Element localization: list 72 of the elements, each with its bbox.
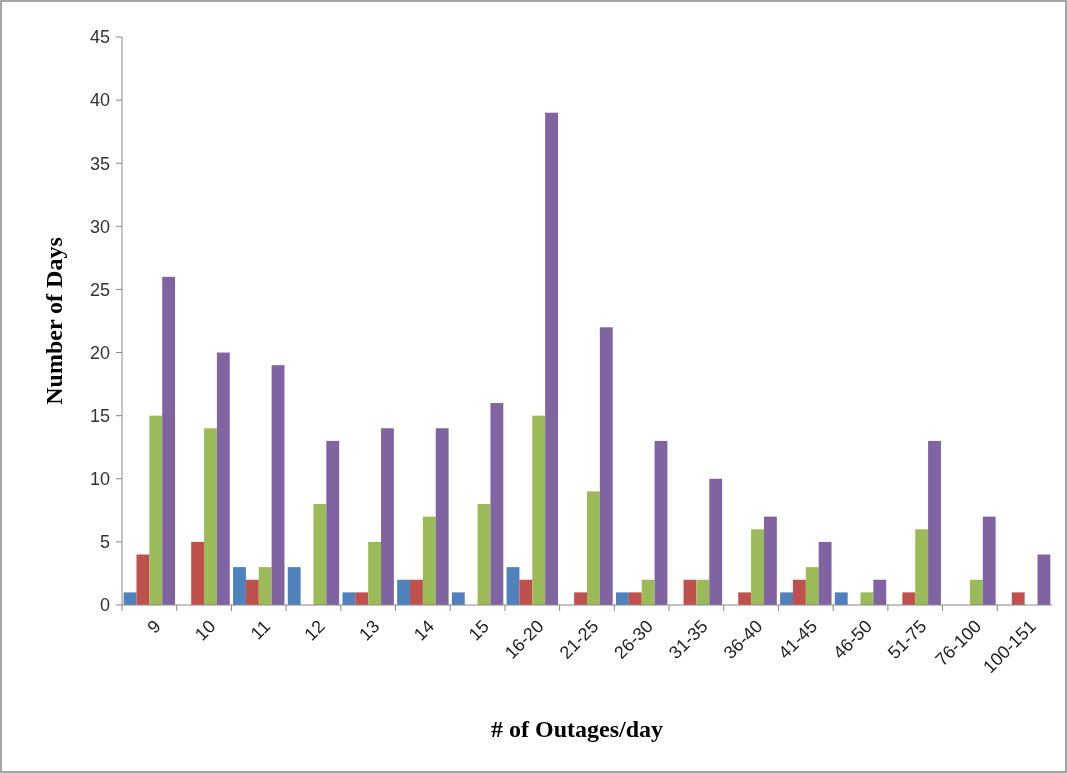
y-tick-label: 20 [89,342,110,363]
bar [397,579,411,605]
bar [258,567,272,605]
bar [818,541,832,605]
bar [982,516,996,605]
bar [149,415,163,605]
bar [969,579,983,605]
bar [928,440,941,605]
y-tick-label: 35 [89,153,110,174]
bar [435,428,449,605]
bar [162,276,176,605]
bar [506,567,520,605]
bar [381,428,394,605]
bar [738,592,752,605]
y-tick-label: 45 [89,27,110,48]
bar [410,579,423,605]
bar [342,592,356,605]
bar [245,579,259,605]
bar [751,529,764,605]
bar [451,592,465,605]
bar [136,554,150,605]
y-axis-title: Number of Days [41,237,67,405]
y-tick-label: 10 [89,469,110,490]
bar [233,567,246,605]
bar [780,592,793,605]
x-tick-label: 10 [191,616,220,645]
bar [873,579,887,605]
bar [271,365,285,605]
x-tick-label: 9 [143,616,165,638]
x-tick-label: 12 [300,616,329,645]
bar [477,504,491,605]
x-tick-label: 11 [246,616,275,644]
bar [709,478,723,605]
y-tick-label: 15 [89,405,110,426]
bar [545,112,559,605]
bar [490,403,504,605]
bar [422,516,436,605]
bar [574,592,587,605]
x-axis-title: # of Outages/day [490,716,664,742]
bar [1011,592,1025,605]
x-tick-label: 14 [409,616,439,645]
bar [368,541,382,605]
y-tick-label: 25 [89,279,110,300]
bar [532,415,546,605]
x-tick-label: 13 [355,616,384,645]
bar [641,579,655,605]
bar [519,579,533,605]
y-tick-label: 0 [99,595,110,616]
bar [355,592,369,605]
bar [792,579,806,605]
bar [216,352,230,605]
bar [587,491,600,605]
y-tick-label: 40 [89,90,110,111]
bar [654,440,668,605]
y-tick-label: 5 [99,532,110,553]
bar [628,592,642,605]
bar [902,592,916,605]
y-tick-label: 30 [89,216,110,237]
bar [1037,554,1051,605]
bar [599,327,613,605]
bar [805,567,819,605]
bar [326,440,340,605]
bar [313,504,327,605]
bar [615,592,629,605]
bar [204,428,217,605]
bar [763,516,777,605]
bar [191,541,205,605]
bar [915,529,929,605]
bar [287,567,301,605]
bar [834,592,848,605]
bar [696,579,710,605]
x-tick-label: 15 [464,616,493,645]
